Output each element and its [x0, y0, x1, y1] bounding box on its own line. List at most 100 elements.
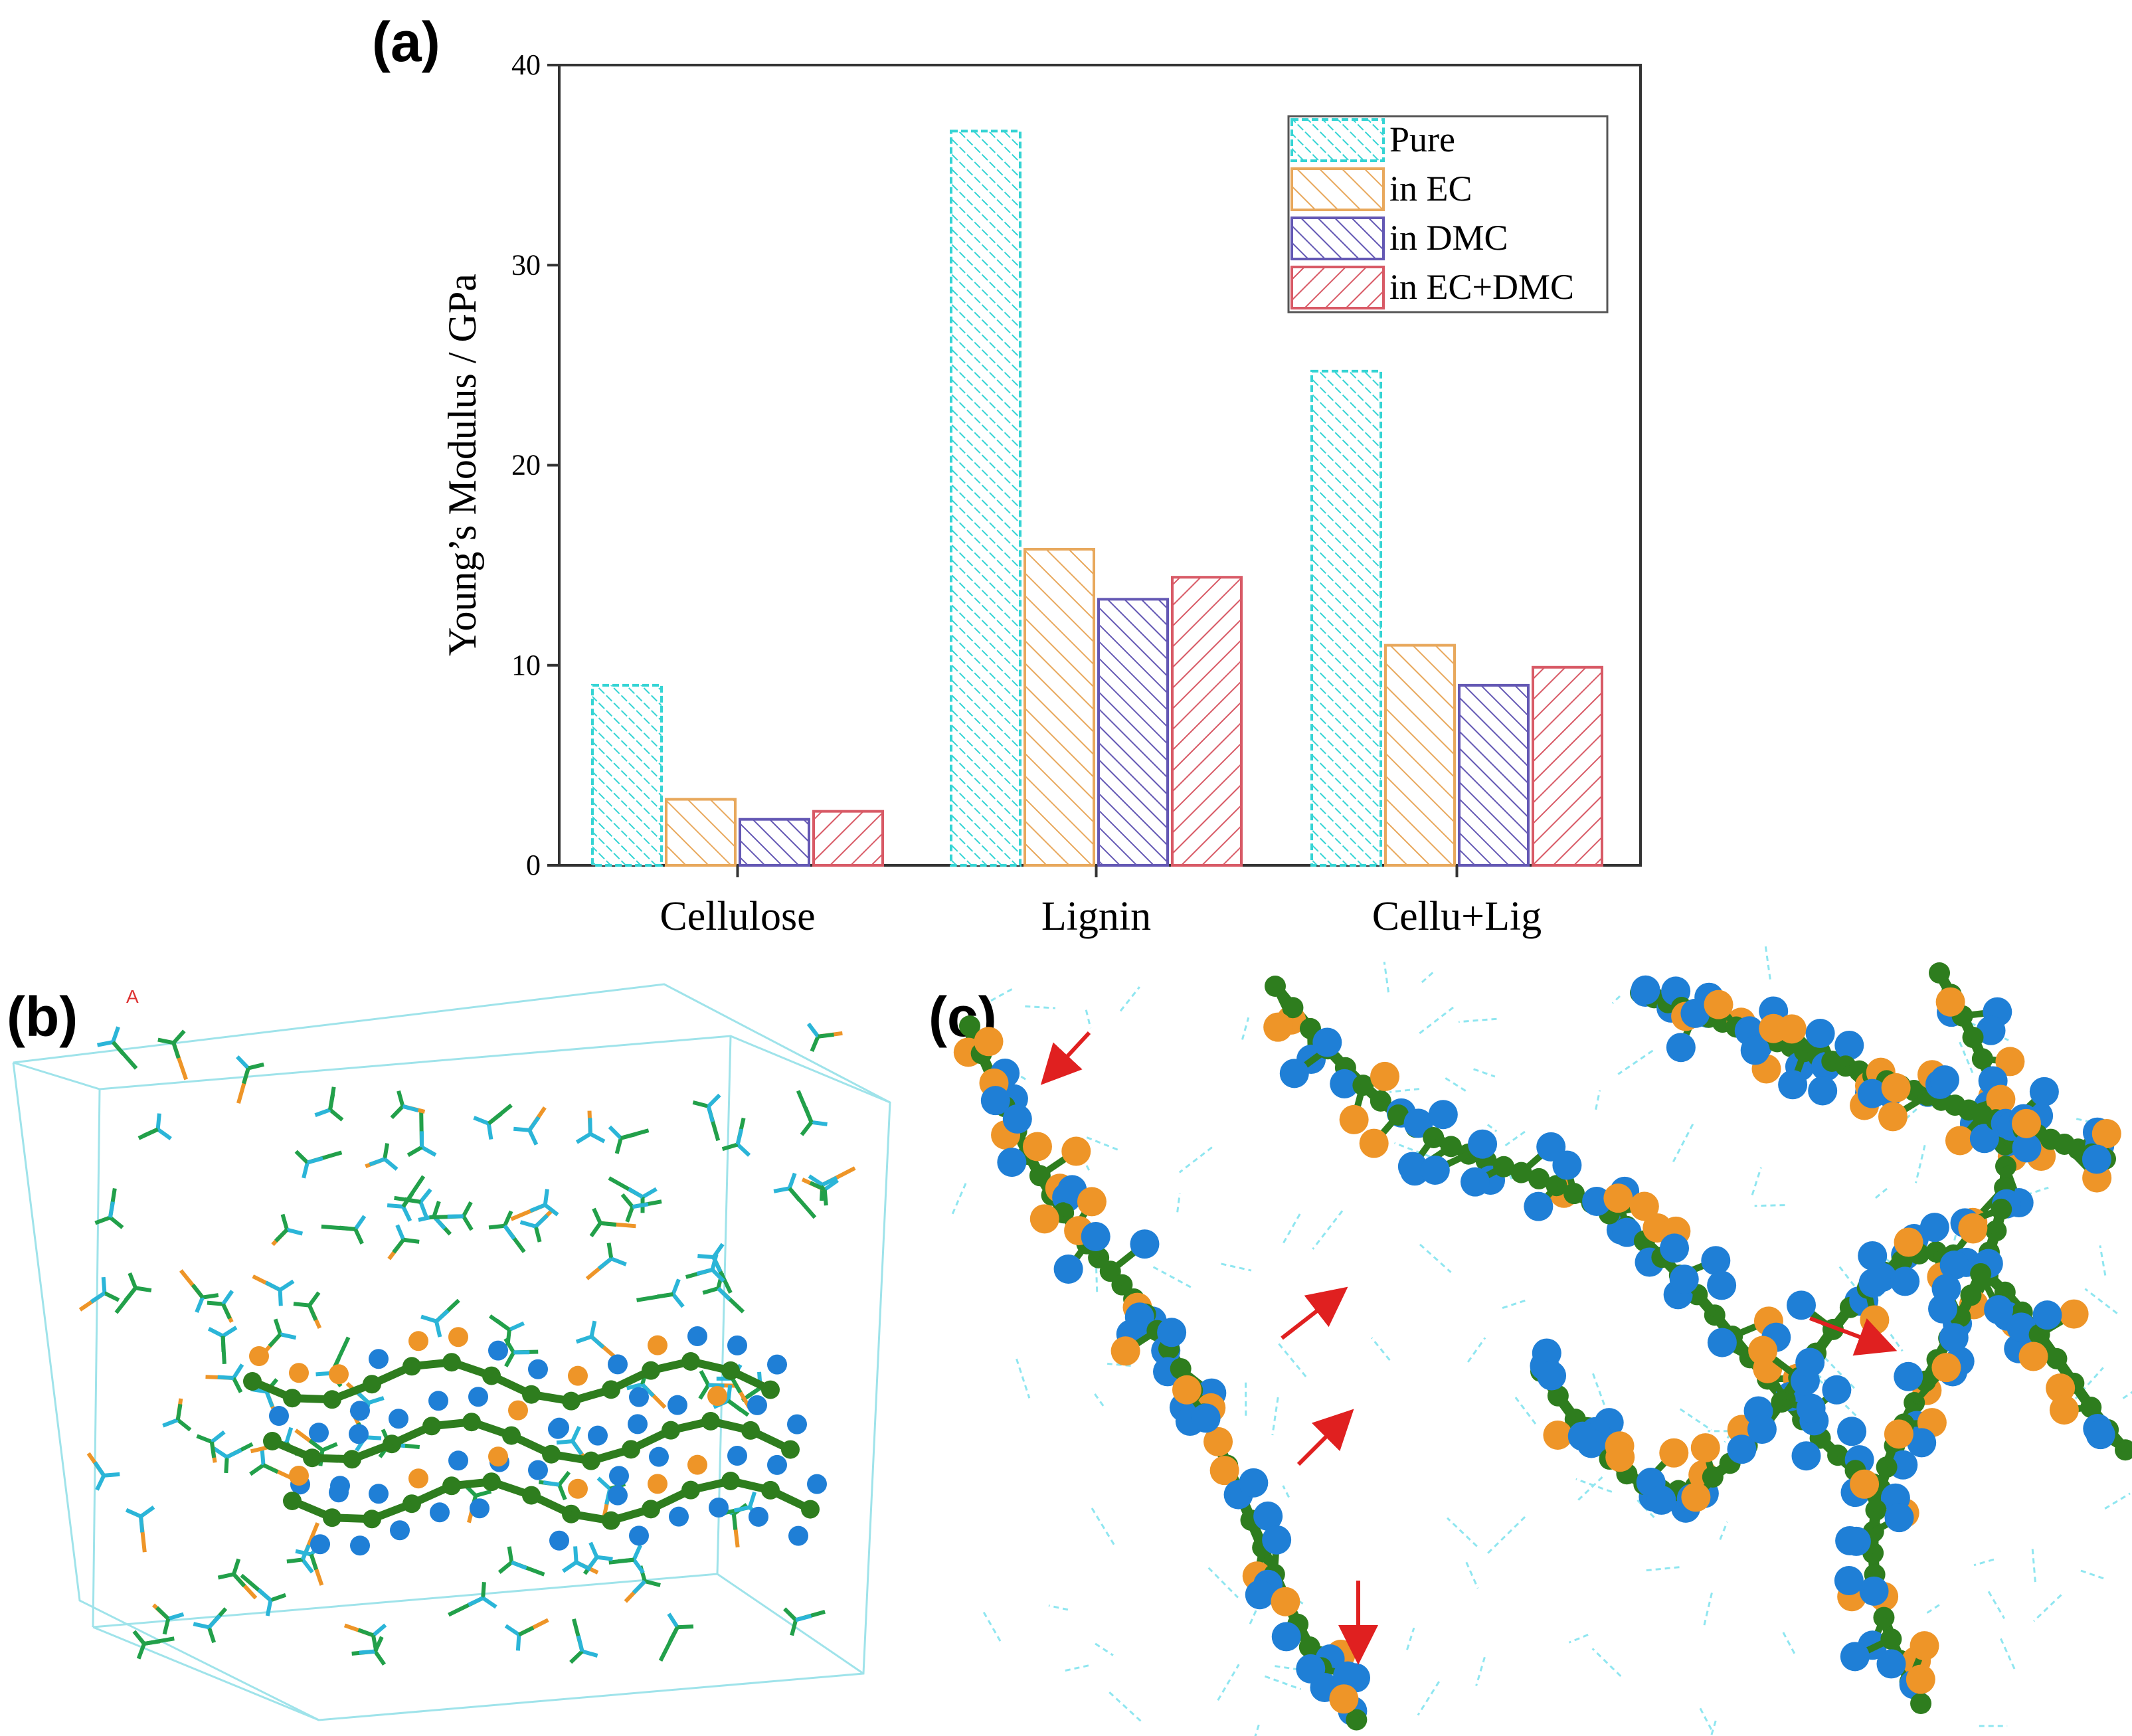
bond: [262, 1463, 279, 1474]
bond: [795, 1614, 812, 1622]
bar-in-dmc-cellulose: [739, 818, 810, 867]
bond: [618, 1557, 634, 1563]
bond: [248, 1062, 264, 1071]
atom: [1077, 1187, 1107, 1217]
bond: [571, 1440, 584, 1456]
hydrogen-bond: [1394, 1142, 1431, 1158]
bond: [736, 1143, 751, 1157]
red-arrow: [1809, 1316, 1898, 1356]
atom: [807, 1474, 827, 1494]
bond: [556, 1439, 573, 1445]
hydrogen-bond: [1754, 1204, 1785, 1207]
atom: [1945, 1126, 1975, 1156]
hydrogen-atom: [1631, 975, 1660, 1005]
hydrogen-bond: [1016, 1358, 1031, 1399]
hydrogen-atom: [1333, 1661, 1363, 1691]
bond: [274, 1228, 289, 1243]
bond: [221, 1303, 232, 1320]
hydrogen-bond: [1487, 1516, 1526, 1554]
hydrogen-bond: [1595, 1090, 1601, 1110]
bond: [668, 1626, 679, 1642]
hydrogen-atom: [1834, 1031, 1864, 1061]
atom: [2046, 1373, 2076, 1403]
bond: [504, 1351, 515, 1367]
bond: [569, 1650, 584, 1664]
atom: [448, 1450, 468, 1471]
bond: [486, 1123, 493, 1140]
bond: [731, 1377, 743, 1394]
hydrogen-bond: [1241, 1017, 1250, 1040]
bond: [104, 1472, 120, 1478]
bond: [403, 1237, 420, 1244]
bond: [625, 1206, 635, 1223]
bond: [823, 1178, 839, 1191]
bond: [596, 1555, 613, 1561]
hydrogen-bond: [1271, 1397, 1279, 1436]
hydrogen-atom: [1081, 1221, 1110, 1251]
hydrogen-bond: [1838, 1265, 1867, 1302]
atom: [428, 1391, 448, 1411]
y-tick-label: 40: [511, 48, 541, 81]
bar-pure-cellu-lig: [1310, 369, 1382, 867]
bond: [810, 1035, 820, 1053]
bond: [707, 1093, 721, 1108]
x-tick-label: Cellu+Lig: [1372, 894, 1542, 939]
bond: [157, 1037, 174, 1045]
hydrogen-atom: [1876, 1649, 1906, 1679]
bond: [592, 1207, 602, 1224]
legend-swatch: [1290, 118, 1385, 162]
bond: [534, 1213, 549, 1228]
hydrogen-atom: [709, 1498, 729, 1518]
hydrogen-atom: [609, 1466, 629, 1486]
hydrogen-bond: [1025, 1005, 1056, 1009]
bond: [418, 1188, 432, 1203]
hydrogen-bond: [1221, 1262, 1252, 1272]
atom: [528, 1359, 548, 1379]
bond: [543, 1203, 559, 1217]
bond: [710, 1253, 719, 1270]
bond: [232, 1363, 244, 1379]
bond: [600, 1221, 617, 1227]
atom: [289, 1466, 309, 1486]
hydrogen-bond: [1217, 1664, 1240, 1701]
panel-b-label: (b): [7, 986, 78, 1048]
molecule-cellulose-lignin-closeup: [951, 943, 2132, 1736]
bond: [513, 1126, 530, 1132]
atom: [1279, 1059, 1309, 1088]
atom: [1791, 1441, 1821, 1471]
hydrogen-bond: [1085, 1136, 1118, 1151]
hydrogen-bond: [2076, 1118, 2107, 1127]
bond: [236, 1055, 250, 1070]
bond: [273, 1318, 282, 1336]
hydrogen-bond: [1617, 1049, 1654, 1075]
atom: [249, 1346, 269, 1366]
atom: [1701, 1246, 1731, 1276]
bond: [395, 1224, 406, 1241]
bond: [135, 1286, 152, 1293]
bond: [124, 1286, 137, 1302]
hydrogen-atom: [1660, 1233, 1690, 1263]
hydrogen-atom: [470, 1498, 489, 1519]
carbon-atom: [781, 1440, 800, 1459]
bond: [128, 1272, 137, 1289]
bond: [822, 1189, 828, 1206]
bond: [392, 1238, 405, 1254]
atom: [1359, 1128, 1389, 1158]
hydrogen-bond: [1419, 1243, 1452, 1273]
y-axis-title: Young’s Modulus / GPa: [440, 274, 484, 656]
bond: [783, 1607, 798, 1622]
hydrogen-bond: [1698, 1705, 1712, 1730]
hydrogen-atom: [1680, 998, 1710, 1028]
bond: [727, 1399, 743, 1413]
hydrogen-bond: [1973, 1558, 1995, 1567]
carbon-atom: [1929, 962, 1950, 984]
bond: [242, 1067, 250, 1085]
panel-a-label: (a): [372, 11, 440, 73]
hydrogen-bond: [1719, 1521, 1728, 1540]
hydrogen-atom: [1582, 1186, 1612, 1216]
bond: [808, 1174, 824, 1187]
atom: [329, 1482, 349, 1503]
atom: [1777, 1014, 1807, 1044]
bond: [176, 1418, 192, 1432]
molecule-cellulose-in-solvent: [78, 1022, 856, 1666]
